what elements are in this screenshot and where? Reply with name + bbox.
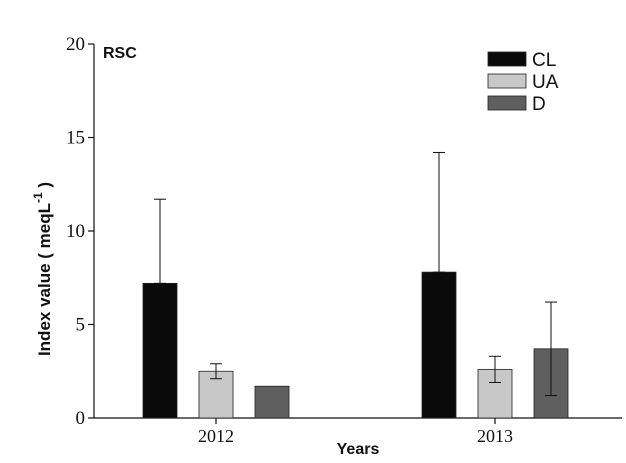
bar-cl-2012 [142,282,178,419]
x-tick-label: 2012 [198,426,234,446]
legend-swatch-ua [487,73,527,89]
y-tick-label: 5 [76,315,86,336]
error-bars [154,151,557,397]
error-bar-ua-2012 [210,363,222,380]
x-axis-title: Years [337,441,380,458]
y-axis-ticks: 0 5 10 15 20 [66,34,94,429]
legend-swatch-cl [487,51,527,67]
legend-label-cl: CL [532,50,556,71]
y-axis-title-main: Index value ( meqL [35,203,54,356]
error-bar-d-2013 [545,301,557,397]
y-tick-label: 15 [66,128,85,149]
x-tick-label: 2013 [477,426,513,446]
y-axis-title: Index value ( meqL-1 ) [31,182,54,356]
y-axis-title-tail: ) [35,182,54,192]
legend-label-ua: UA [532,72,559,93]
legend-label-d: D [532,94,546,115]
error-bar-cl-2012 [154,198,166,284]
y-tick-label: 20 [66,34,85,55]
bar-cl-2013 [421,271,457,419]
legend-swatch-d [487,95,527,111]
error-bar-ua-2013 [489,355,501,383]
bar-d-2012 [254,385,290,419]
y-tick-label: 10 [66,221,85,242]
y-axis-title-sup: -1 [31,192,45,203]
y-tick-label: 0 [76,408,86,429]
bars [142,271,569,419]
error-bar-cl-2013 [433,151,445,273]
panel-label: RSC [103,45,137,62]
x-axis-ticks: 2012 2013 [198,418,513,446]
